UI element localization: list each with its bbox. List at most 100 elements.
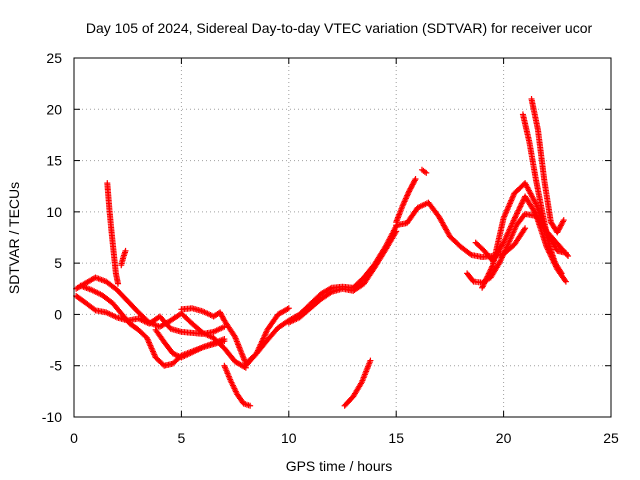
trace-marker xyxy=(468,276,475,283)
trace-marker xyxy=(556,267,563,274)
ticks-layer: 0 5 10 15 20 25 -10 -5 0 5 10 15 20 25 xyxy=(42,50,619,446)
trace-marker xyxy=(326,290,333,297)
trace-marker xyxy=(327,289,334,296)
trace-marker xyxy=(561,277,568,284)
trace-marker xyxy=(467,250,474,257)
trace-marker xyxy=(262,339,269,346)
trace-marker xyxy=(380,249,387,256)
series-track-4 xyxy=(152,326,228,361)
trace-marker xyxy=(106,298,113,305)
trace-marker xyxy=(283,306,290,313)
trace-marker xyxy=(141,332,148,339)
y-tick-label: -5 xyxy=(50,358,63,374)
trace-marker xyxy=(272,327,279,334)
trace-marker xyxy=(218,342,225,349)
trace-marker xyxy=(89,276,96,283)
trace-marker xyxy=(526,137,533,144)
series-track-1 xyxy=(73,274,249,371)
trace-marker xyxy=(510,217,517,224)
trace-marker xyxy=(273,313,280,320)
x-tick-label: 15 xyxy=(388,430,404,446)
trace-marker xyxy=(159,336,166,343)
x-tick-label: 20 xyxy=(496,430,512,446)
trace-marker xyxy=(504,243,511,250)
trace-marker xyxy=(469,277,476,284)
trace-marker xyxy=(165,323,172,330)
trace-marker xyxy=(209,329,216,336)
trace-marker xyxy=(366,359,373,366)
trace-marker xyxy=(111,284,118,291)
trace-marker xyxy=(315,298,322,305)
trace-marker xyxy=(119,255,126,262)
trace-marker xyxy=(358,282,365,289)
series-track-14 xyxy=(418,166,430,176)
trace-marker xyxy=(508,243,515,250)
trace-marker xyxy=(560,218,567,225)
trace-marker xyxy=(122,249,129,256)
trace-marker xyxy=(560,275,567,282)
trace-marker xyxy=(198,344,205,351)
x-tick-label: 25 xyxy=(603,430,619,446)
trace-marker xyxy=(489,263,496,270)
trace-marker xyxy=(122,295,129,302)
x-tick-label: 5 xyxy=(178,430,186,446)
x-tick-label: 0 xyxy=(70,430,78,446)
trace-marker xyxy=(561,249,568,256)
trace-marker xyxy=(219,324,226,331)
trace-marker xyxy=(79,297,86,304)
x-axis-label: GPS time / hours xyxy=(286,458,393,474)
trace-marker xyxy=(500,216,507,223)
trace-marker xyxy=(369,266,376,273)
trace-marker xyxy=(445,230,452,237)
series-track-6 xyxy=(118,247,129,269)
y-tick-label: 10 xyxy=(46,204,62,220)
trace-marker xyxy=(434,211,441,218)
trace-marker xyxy=(559,219,566,226)
trace-marker xyxy=(227,376,234,383)
trace-marker xyxy=(158,360,165,367)
trace-marker xyxy=(399,204,406,211)
trace-marker xyxy=(86,286,93,293)
trace-marker xyxy=(230,331,237,338)
trace-marker xyxy=(132,325,139,332)
y-tick-label: 15 xyxy=(46,153,62,169)
plot-frame xyxy=(73,57,612,418)
trace-marker xyxy=(532,199,539,206)
trace-marker xyxy=(547,217,554,224)
y-tick-label: -10 xyxy=(42,409,62,425)
y-tick-label: 0 xyxy=(54,306,62,322)
trace-marker xyxy=(421,168,428,175)
trace-marker xyxy=(348,395,355,402)
trace-marker xyxy=(521,226,528,233)
trace-marker xyxy=(116,307,123,314)
series-track-5 xyxy=(104,180,122,287)
trace-marker xyxy=(219,338,226,345)
chart-title: Day 105 of 2024, Sidereal Day-to-day VTE… xyxy=(86,20,593,36)
series-track-11 xyxy=(341,357,374,409)
trace-marker xyxy=(542,227,549,234)
trace-marker xyxy=(187,350,194,357)
series-track-12 xyxy=(393,176,419,226)
y-tick-label: 5 xyxy=(54,255,62,271)
trace-marker xyxy=(114,279,121,286)
trace-marker xyxy=(219,314,226,321)
trace-marker xyxy=(557,269,564,276)
trace-marker xyxy=(304,307,311,314)
y-axis-label: SDTVAR / TECUs xyxy=(6,182,22,294)
trace-marker xyxy=(520,213,527,220)
trace-marker xyxy=(520,228,527,235)
trace-marker xyxy=(551,258,558,265)
trace-marker xyxy=(411,177,418,184)
trace-marker xyxy=(238,398,245,405)
trace-marker xyxy=(358,276,365,283)
trace-marker xyxy=(198,307,205,314)
series-track-8 xyxy=(221,362,254,409)
trace-marker xyxy=(245,402,252,409)
trace-marker xyxy=(124,318,131,325)
trace-marker xyxy=(519,182,526,189)
trace-marker xyxy=(167,347,174,354)
trace-marker xyxy=(478,245,485,252)
trace-marker xyxy=(89,305,96,312)
trace-marker xyxy=(175,312,182,319)
